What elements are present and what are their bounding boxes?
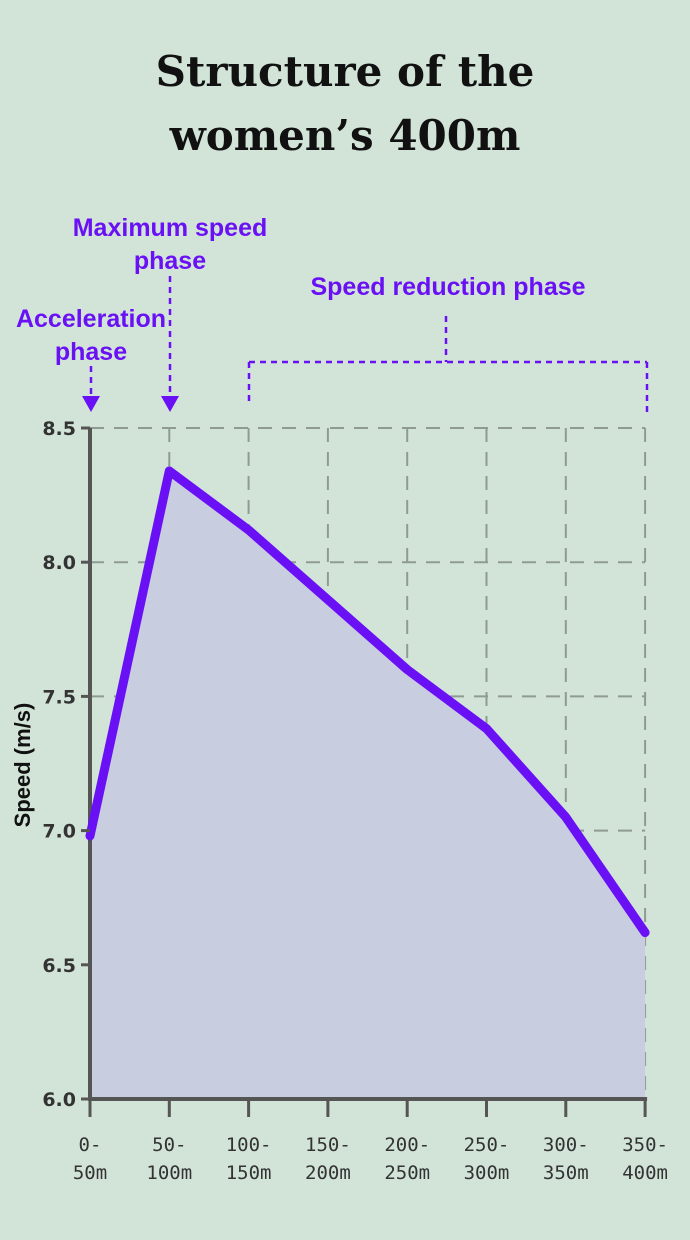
x-tick-label: 300m: [464, 1162, 510, 1184]
chart-title-line-2: women’s 400m: [169, 111, 521, 160]
axes: [88, 428, 648, 1101]
x-tick-label: 150m: [226, 1162, 272, 1184]
maximum-speed-phase-label: phase: [134, 247, 206, 275]
maximum-speed-arrow-head: [161, 396, 179, 412]
x-tick-label: 200-: [384, 1134, 430, 1156]
x-tick-label: 400m: [622, 1162, 668, 1184]
y-tick-label: 8.0: [42, 552, 76, 574]
speed-line: [85, 466, 650, 938]
x-tick-label: 250m: [384, 1162, 430, 1184]
y-tick-label: 6.0: [42, 1089, 76, 1111]
x-tick-label: 100-: [226, 1134, 272, 1156]
acceleration-phase-label: Acceleration: [16, 305, 166, 333]
x-tick-label: 0-: [79, 1134, 102, 1156]
y-tick-label: 8.5: [42, 418, 76, 440]
y-tick-label: 7.0: [42, 821, 76, 843]
chart-title-line-1: Structure of the: [155, 47, 535, 96]
speed-area-fill: [90, 470, 646, 1100]
x-tick-label: 250-: [464, 1134, 510, 1156]
chart-title: Structure of the women’s 400m: [0, 40, 690, 168]
y-axis-title: Speed (m/s): [10, 703, 35, 828]
acceleration-phase-label: phase: [55, 338, 127, 366]
phase-annotations: Maximum speed phase Acceleration phase Speed…: [16, 214, 649, 414]
x-tick-label: 350-: [622, 1134, 668, 1156]
x-tick-label: 150-: [305, 1134, 351, 1156]
y-tick-label: 6.5: [42, 955, 76, 977]
x-tick-label: 200m: [305, 1162, 351, 1184]
tick-labels: 6.0 6.5 7.0 7.5 8.0 8.5 0- 50m 50- 100m 100- 150m 15…: [42, 418, 668, 1184]
speed-reduction-phase-label: Speed reduction phase: [310, 273, 585, 301]
x-tick-label: 50-: [152, 1134, 186, 1156]
maximum-speed-phase-label: Maximum speed: [73, 214, 268, 242]
y-tick-label: 7.5: [42, 686, 76, 708]
x-tick-label: 100m: [146, 1162, 192, 1184]
x-tick-label: 300-: [543, 1134, 589, 1156]
x-tick-label: 50m: [73, 1162, 107, 1184]
acceleration-arrow-head: [82, 396, 100, 412]
x-tick-label: 350m: [543, 1162, 589, 1184]
